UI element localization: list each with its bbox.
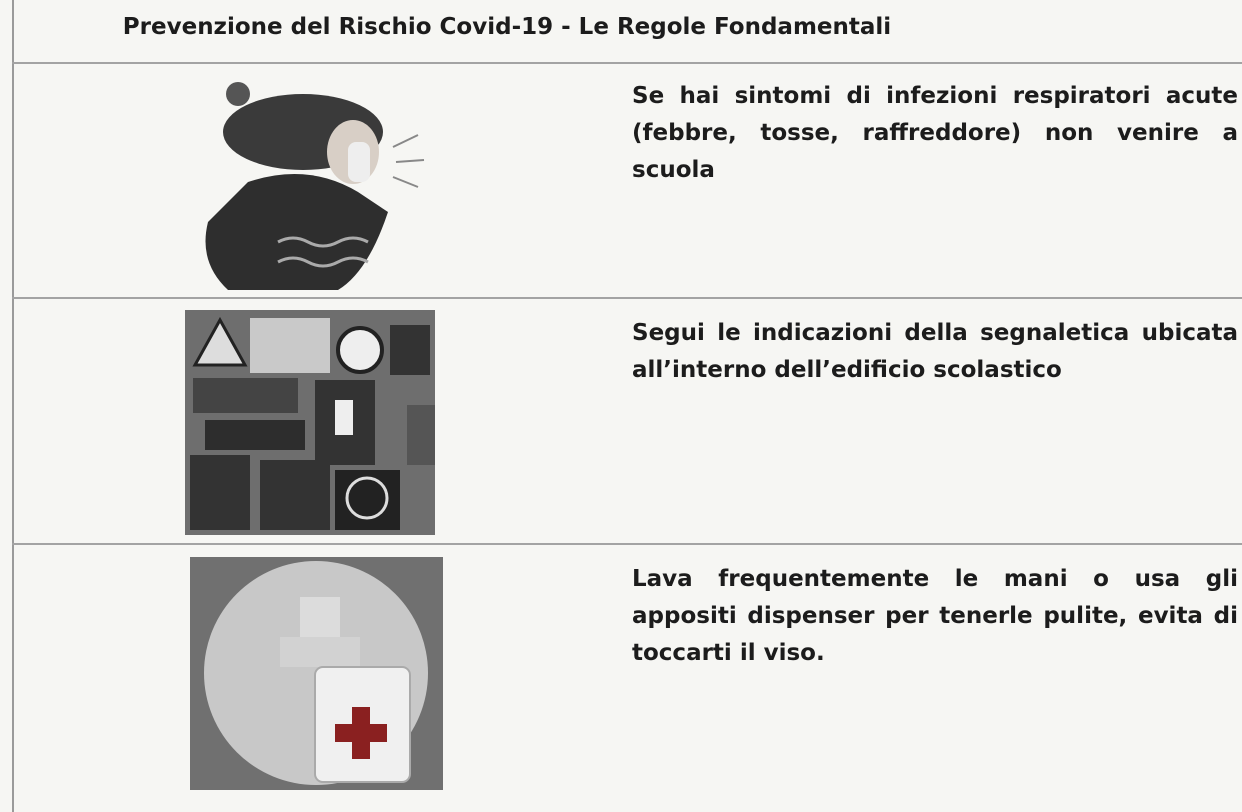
row-divider <box>12 297 1242 299</box>
sneeze-illustration <box>205 82 425 290</box>
row-divider <box>12 62 1242 64</box>
rule-text: Lava frequentemente le mani o usa gli ap… <box>632 566 1238 666</box>
rule-text: Segui le indicazioni della segnaletica u… <box>632 320 1238 383</box>
table-frame <box>12 0 1242 812</box>
header-title: Prevenzione del Rischio Covid-19 - Le Re… <box>122 14 892 40</box>
dispenser-illustration <box>190 557 443 790</box>
rule-text: Se hai sintomi di infezioni respiratori … <box>632 83 1238 183</box>
row-divider <box>12 543 1242 545</box>
signs-illustration <box>185 310 435 535</box>
